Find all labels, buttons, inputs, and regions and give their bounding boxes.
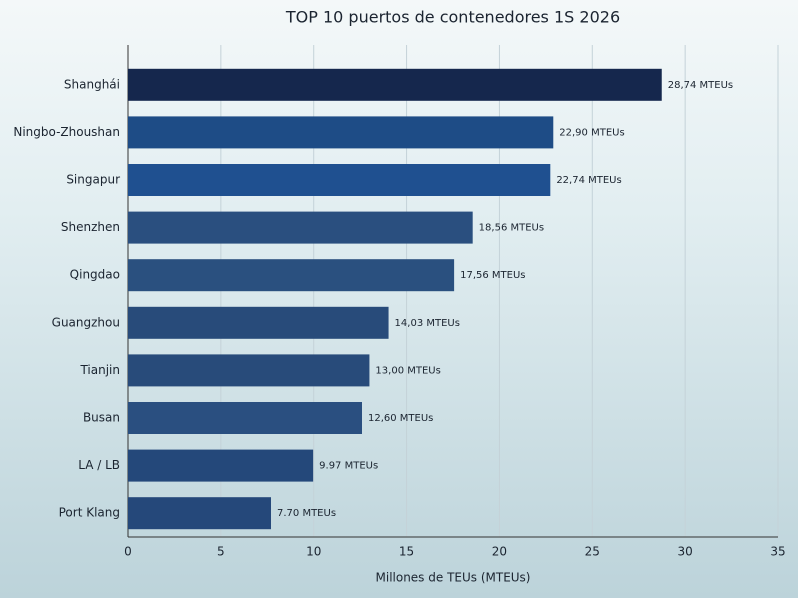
value-label: 28,74 MTEUs (668, 80, 733, 91)
bar (128, 306, 389, 339)
y-tick-label: Ningbo-Zhoushan (13, 125, 120, 139)
bar (128, 402, 362, 434)
x-tick-label: 20 (492, 545, 507, 559)
y-tick-label: Tianjin (79, 363, 120, 377)
x-tick-label: 15 (399, 545, 414, 559)
x-tick-label: 25 (585, 545, 600, 559)
bar (128, 211, 473, 244)
bar (128, 259, 455, 292)
y-tick-label: LA / LB (78, 458, 120, 472)
value-label: 22,90 MTEUs (559, 127, 624, 138)
value-label: 9.97 MTEUs (319, 461, 378, 472)
bar (128, 497, 271, 530)
value-label: 7.70 MTEUs (277, 508, 336, 519)
value-label: 18,56 MTEUs (479, 223, 544, 234)
bar (128, 164, 551, 196)
bar (128, 354, 370, 387)
y-tick-label: Shanghái (64, 77, 120, 91)
x-tick-label: 10 (306, 545, 321, 559)
bar (128, 68, 662, 101)
y-tick-label: Qingdao (70, 268, 120, 282)
bar (128, 449, 314, 482)
value-label: 17,56 MTEUs (460, 270, 525, 281)
value-label: 12,60 MTEUs (368, 413, 433, 424)
x-tick-label: 30 (678, 545, 693, 559)
x-axis-label: Millones de TEUs (MTEUs) (376, 571, 531, 585)
y-tick-label: Port Klang (59, 506, 120, 520)
y-tick-label: Busan (83, 411, 120, 425)
value-label: 13,00 MTEUs (375, 365, 440, 376)
y-tick-label: Shenzhen (61, 220, 120, 234)
bar (128, 116, 554, 149)
x-tick-label: 0 (124, 545, 132, 559)
x-tick-label: 5 (217, 545, 225, 559)
chart-title: TOP 10 puertos de contenedores 1S 2026 (285, 8, 620, 27)
value-label: 22,74 MTEUs (556, 175, 621, 186)
y-tick-label: Singapur (66, 173, 120, 187)
y-tick-label: Guangzhou (52, 315, 120, 329)
value-label: 14,03 MTEUs (395, 318, 460, 329)
x-tick-label: 35 (770, 545, 785, 559)
